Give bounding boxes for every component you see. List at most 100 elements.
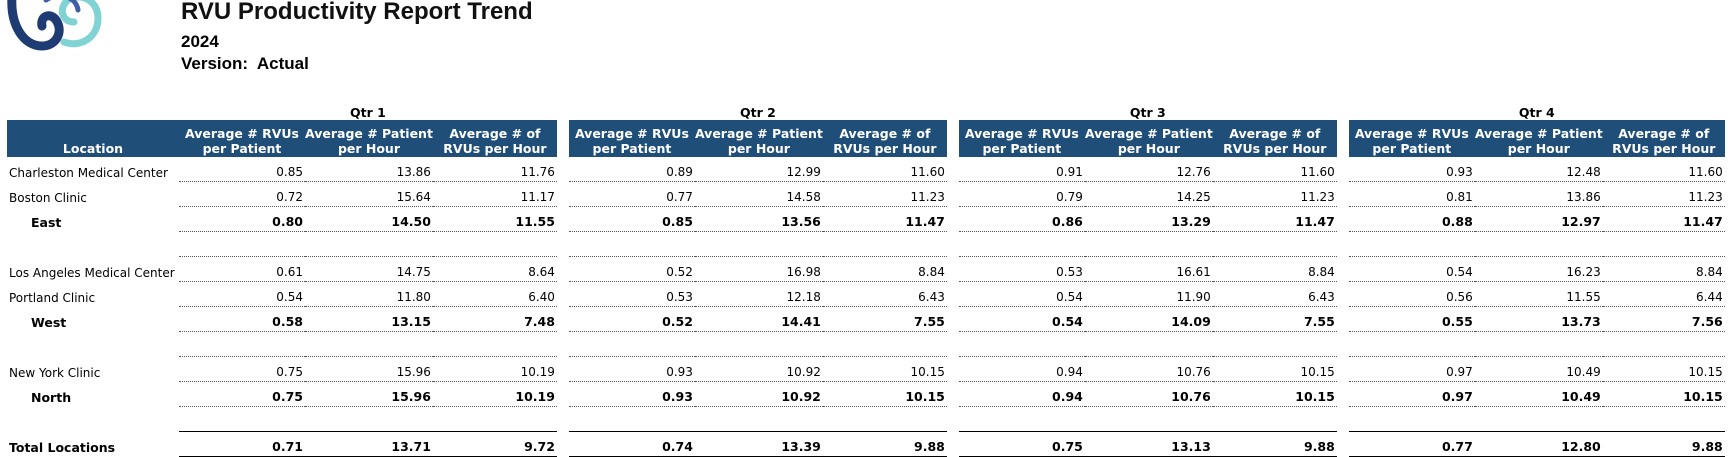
metric-value [822, 406, 947, 432]
metric-value: 13.56 [694, 206, 823, 232]
metric-header-line: Average # RVUs [964, 126, 1079, 141]
metric-value: 16.61 [1084, 256, 1213, 282]
metric-header-line: per Hour [1117, 141, 1180, 156]
metric-value: 0.77 [568, 181, 695, 207]
metric-header-line: RVUs per Hour [443, 141, 547, 156]
metric-value: 11.80 [305, 281, 433, 307]
metric-header-line: per Patient [202, 141, 282, 156]
metric-value: 10.76 [1084, 356, 1213, 382]
metric-value: 0.72 [179, 181, 305, 207]
metric-value: 13.29 [1084, 206, 1213, 232]
spacer [556, 120, 569, 157]
spacer [1337, 257, 1349, 282]
metric-value: 11.47 [1602, 206, 1725, 232]
metric-header-line: Average # Patient [305, 126, 433, 141]
spacer [947, 382, 959, 407]
metric-value: 10.92 [694, 356, 823, 382]
spacer [947, 157, 959, 182]
metric-value: 11.60 [1212, 157, 1337, 182]
metric-value [179, 231, 305, 257]
spacer [947, 432, 959, 457]
metric-header-line: per Patient [592, 141, 672, 156]
metric-value: 7.55 [822, 306, 947, 332]
quarter-header-row: Qtr 1 Qtr 2 Qtr 3 Qtr 4 [7, 102, 1725, 120]
spacer [947, 332, 959, 357]
metric-value: 14.09 [1084, 306, 1213, 332]
spacer [947, 282, 959, 307]
metric-header-line: Average # Patient [1084, 126, 1213, 141]
table-row: Los Angeles Medical Center 0.61 14.75 8.64 0… [7, 256, 1725, 282]
metric-value: 13.71 [305, 431, 433, 457]
metric-value: 9.88 [822, 431, 947, 457]
metric-header: Average # Patient per Hour [305, 120, 433, 157]
metric-value: 0.85 [179, 157, 305, 182]
metric-header: Average # of RVUs per Hour [1212, 120, 1337, 157]
metric-value: 0.71 [179, 431, 305, 457]
spacer [1337, 432, 1349, 457]
location-label: West [31, 314, 67, 330]
table-body: Charleston Medical Center 0.85 13.86 11.76 0… [7, 157, 1725, 457]
metric-header-line: RVUs per Hour [833, 141, 937, 156]
metric-value: 15.96 [305, 381, 433, 407]
spacer [947, 307, 959, 332]
metric-value [822, 231, 947, 257]
location-label: Portland Clinic [9, 290, 96, 305]
metric-header-line: per Hour [337, 141, 400, 156]
metric-value: 14.58 [694, 181, 823, 207]
metric-value [1212, 331, 1337, 357]
metric-value: 15.96 [305, 356, 433, 382]
metric-value: 14.75 [305, 256, 433, 282]
metric-value [694, 331, 823, 357]
metric-value: 11.17 [432, 181, 557, 207]
location-label [7, 232, 179, 257]
table-row: Portland Clinic 0.54 11.80 6.40 0.53 12.18 6.4… [7, 281, 1725, 307]
metric-value: 13.13 [1084, 431, 1213, 457]
metric-value: 10.49 [1474, 356, 1603, 382]
metric-value [568, 231, 695, 257]
metric-value: 0.93 [1348, 157, 1475, 182]
report-year: 2024 [181, 32, 219, 51]
metric-value: 10.15 [1602, 356, 1725, 382]
metric-value: 8.84 [1212, 256, 1337, 282]
metric-value: 0.52 [568, 306, 695, 332]
metric-header: Average # RVUs per Patient [568, 120, 695, 157]
metric-value: 11.60 [1602, 157, 1725, 182]
metric-value [1474, 406, 1603, 432]
quarter-label: Qtr 2 [739, 105, 776, 120]
quarter-label: Qtr 3 [1129, 105, 1166, 120]
metric-value: 11.60 [822, 157, 947, 182]
metric-value [1602, 406, 1725, 432]
report-version: Version: Actual [181, 54, 309, 73]
table-row: New York Clinic 0.75 15.96 10.19 0.93 10.92 10… [7, 356, 1725, 382]
metric-header-line: Average # RVUs [185, 126, 299, 141]
table-row: Boston Clinic 0.72 15.64 11.17 0.77 14.58 11.2… [7, 181, 1725, 207]
spacer [557, 332, 569, 357]
spacer [557, 257, 569, 282]
metric-value: 0.85 [568, 206, 695, 232]
location-label: New York Clinic [9, 365, 101, 380]
metric-header-line: per Hour [727, 141, 790, 156]
logo-mid-swirl [43, 0, 81, 13]
metric-value: 0.97 [1348, 356, 1475, 382]
spacer [557, 182, 569, 207]
metric-value [1474, 231, 1603, 257]
metric-value: 0.94 [958, 356, 1085, 382]
metric-value: 16.23 [1474, 256, 1603, 282]
spacer [557, 407, 569, 432]
location-label: East [31, 214, 62, 230]
metric-value: 13.39 [694, 431, 823, 457]
metric-value: 0.91 [958, 157, 1085, 182]
spacer [1337, 282, 1349, 307]
metric-value [432, 331, 557, 357]
spacer-row [7, 231, 1725, 257]
quarter-label: Qtr 1 [350, 105, 386, 120]
logo-dark-swirl [7, 0, 64, 51]
metric-value: 13.86 [305, 157, 433, 182]
metric-value: 0.94 [958, 381, 1085, 407]
metric-value: 0.54 [958, 281, 1085, 307]
metric-value: 11.47 [822, 206, 947, 232]
metric-value: 8.64 [432, 256, 557, 282]
metric-value [1212, 231, 1337, 257]
metric-value: 0.56 [1348, 281, 1475, 307]
metric-value: 0.74 [568, 431, 695, 457]
